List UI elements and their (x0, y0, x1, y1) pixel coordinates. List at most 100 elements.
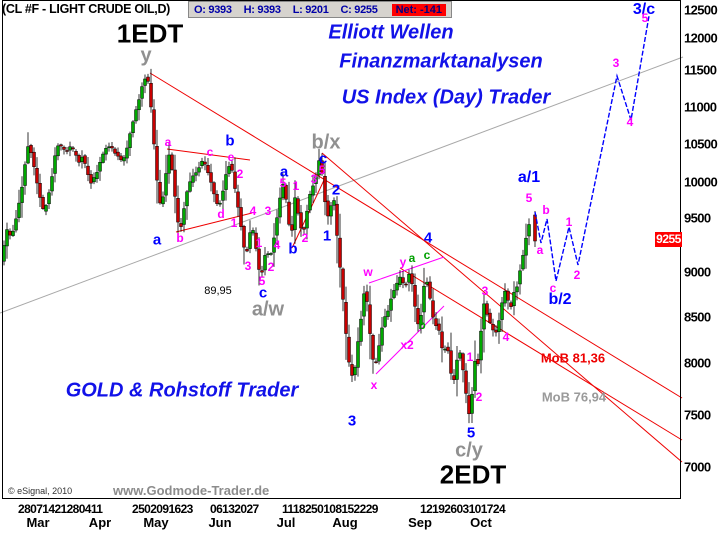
wave-label: 1 (466, 350, 474, 364)
candle-body (476, 359, 480, 365)
candle-body (38, 183, 42, 198)
candle-body (470, 393, 474, 414)
wave-label: 5 (641, 11, 649, 25)
candle-body (62, 146, 66, 150)
godmode-watermark: www.Godmode-Trader.de (113, 483, 270, 498)
wave-label: c/y (455, 439, 483, 462)
candle-body (146, 76, 150, 82)
esignal-copyright: © eSignal, 2010 (8, 486, 73, 496)
y-axis-tick-label: 7000 (684, 459, 711, 475)
candle-body (80, 156, 84, 163)
wave-label: 4 (626, 115, 634, 129)
wave-label: 3 (264, 204, 272, 218)
candle-body (221, 190, 225, 201)
candle-body (398, 276, 402, 285)
wave-label: 4 (502, 330, 510, 344)
candle-body (179, 223, 183, 227)
candle-body (377, 345, 381, 362)
candle-body (278, 197, 282, 218)
elliott-projection-line (534, 15, 650, 282)
x-axis-month-label: Jul (276, 515, 296, 530)
candle-body (314, 176, 318, 184)
candle-body (197, 167, 201, 173)
wave-label: 3/c (632, 1, 656, 18)
wave-label: 3 (244, 259, 252, 273)
candle-body (149, 83, 153, 108)
x-axis-date-group: 06132027 (210, 502, 259, 516)
candle-body (113, 148, 117, 154)
candle-body (14, 218, 18, 231)
candle-body (260, 270, 264, 273)
candle-body (230, 163, 234, 171)
wave-label: b/2 (548, 291, 572, 308)
wave-label: 5 (258, 274, 266, 288)
wave-label: 5 (525, 191, 533, 205)
wave-label: x (370, 378, 378, 392)
candle-body (11, 230, 15, 236)
candle-body (53, 155, 57, 174)
candle-body (212, 182, 216, 195)
candle-body (35, 167, 39, 184)
candle-body (194, 172, 198, 176)
wave-label: MoB 81,36 (540, 350, 606, 366)
candle-body (302, 227, 306, 230)
wave-label: 3 (347, 412, 357, 430)
wave-label: MoB 76,94 (541, 389, 607, 405)
candle-body (20, 186, 24, 203)
wave-label: c (423, 248, 431, 262)
x-axis-month-label: May (143, 515, 169, 530)
wave-label: x2 (400, 338, 414, 352)
candle-body (335, 203, 339, 236)
wave-label: 4 (423, 229, 433, 247)
candle-body (50, 176, 54, 192)
candle-body (527, 224, 531, 237)
candle-body (155, 146, 159, 181)
candle-body (449, 350, 453, 374)
candle-body (383, 316, 387, 327)
candle-body (137, 99, 141, 111)
candle-body (122, 157, 126, 162)
candle-body (332, 200, 336, 206)
candle-body (251, 230, 255, 234)
candle-body (116, 151, 120, 157)
candle-body (104, 148, 108, 155)
candle-body (161, 196, 165, 205)
wave-label: 1 (255, 236, 263, 250)
candle-body (227, 166, 231, 174)
candle-body (131, 121, 135, 133)
plot-frame (2, 0, 681, 499)
candle-body (452, 375, 456, 380)
candle-body (164, 173, 168, 196)
candle-body (209, 172, 213, 183)
y-axis-tick-label: 8000 (684, 355, 711, 371)
candle-body (506, 290, 510, 301)
wave-label: a (408, 251, 416, 265)
candle-body (461, 353, 465, 371)
candle-body (188, 181, 192, 192)
candle-body (437, 323, 441, 331)
candle-body (401, 277, 405, 284)
wave-label: a (536, 243, 544, 257)
candle-body (341, 268, 345, 300)
candle-body (425, 281, 429, 285)
candle-body (359, 318, 363, 342)
candle-body (347, 336, 351, 363)
candle-body (446, 346, 450, 352)
quote-item: O: 9393 (194, 3, 232, 16)
candle-body (56, 145, 60, 157)
wave-label: 5 (466, 424, 476, 442)
wave-label: 4 (273, 238, 281, 252)
x-axis-month-label: Mar (26, 515, 50, 530)
quote-item: H: 9393 (243, 3, 281, 16)
candle-body (509, 302, 513, 307)
candle-body (26, 146, 30, 164)
y-axis-tick-label: 11500 (684, 62, 717, 78)
candle-body (320, 160, 324, 175)
candle-body (473, 360, 477, 392)
candle-body (464, 370, 468, 394)
wave-label: 2 (236, 167, 244, 181)
candle-body (257, 248, 261, 270)
candle-body (218, 202, 222, 205)
x-axis-month-label: Oct (470, 515, 492, 530)
candle-body (86, 165, 90, 175)
